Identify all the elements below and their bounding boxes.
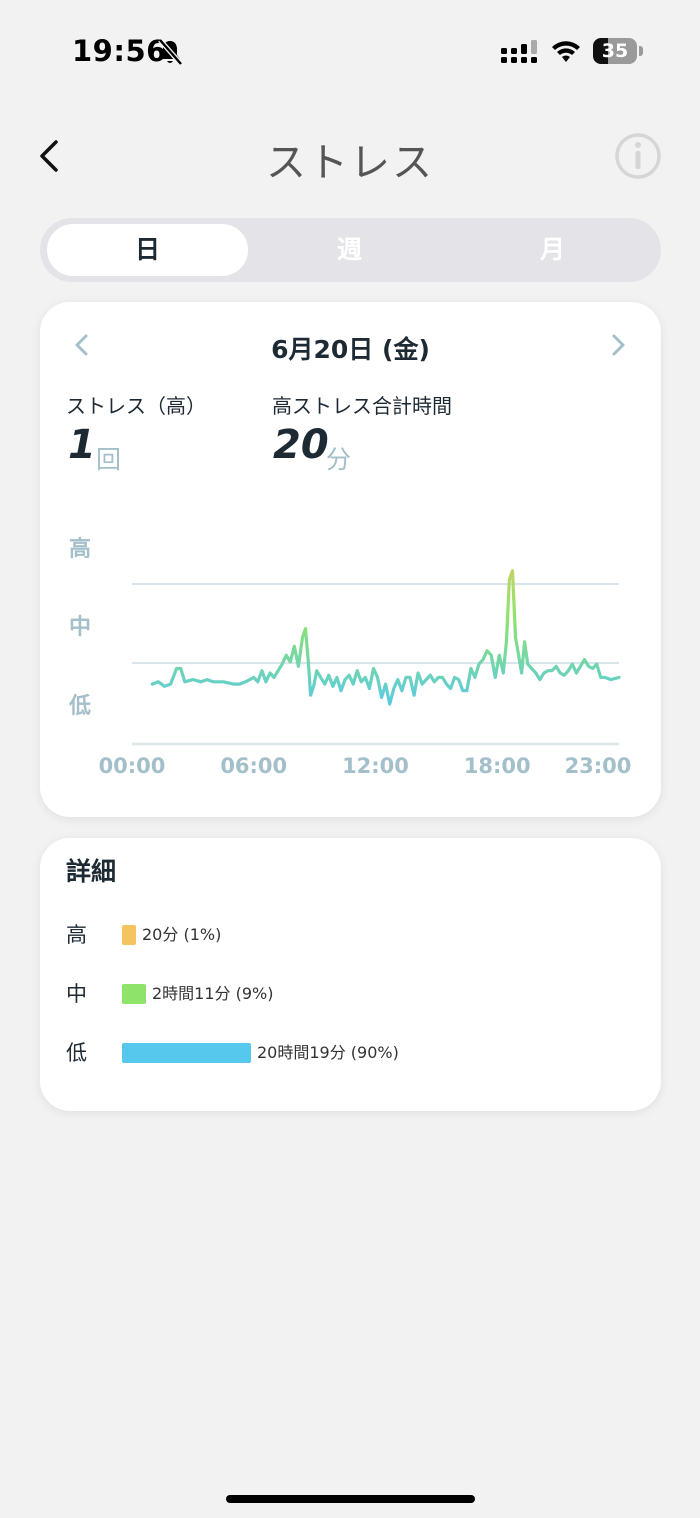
period-segmented-control: 日 週 月 — [40, 218, 661, 282]
stress-series-line — [150, 569, 621, 706]
next-day-icon[interactable] — [608, 332, 628, 358]
x-tick-label: 18:00 — [464, 754, 531, 778]
battery-icon: 35 — [593, 38, 637, 64]
detail-row: 高 20分 (1%) — [40, 920, 661, 950]
tab-day[interactable]: 日 — [47, 224, 248, 276]
page-title: ストレス — [266, 140, 434, 186]
wifi-icon — [552, 41, 580, 62]
high-stress-count-value: 1 — [68, 422, 96, 468]
detail-level-label: 低 — [66, 1041, 87, 1065]
high-stress-time-value: 20 — [273, 422, 329, 468]
tab-month[interactable]: 月 — [539, 235, 565, 264]
back-chevron-icon[interactable] — [34, 136, 68, 176]
home-indicator[interactable] — [226, 1495, 475, 1503]
daily-stress-card: 6月20日 (金) ストレス（高） 1 回 高ストレス合計時間 20 分 高中低… — [40, 302, 661, 817]
y-level-label: 低 — [68, 694, 91, 719]
detail-duration-text: 2時間11分 (9%) — [152, 984, 274, 1003]
previous-day-icon[interactable] — [72, 332, 92, 358]
status-time: 19:56 — [72, 34, 167, 68]
info-icon[interactable] — [614, 132, 662, 180]
status-bar: 19:56 35 — [0, 0, 700, 100]
signal-icon — [501, 40, 537, 63]
date-title: 6月20日 (金) — [271, 335, 430, 364]
detail-duration-text: 20分 (1%) — [142, 925, 222, 944]
detail-duration-text: 20時間19分 (90%) — [257, 1043, 399, 1062]
x-tick-label: 06:00 — [220, 754, 287, 778]
high-stress-time-unit: 分 — [326, 445, 352, 474]
battery-level — [593, 38, 609, 64]
battery-tip — [639, 46, 643, 56]
high-stress-count-label: ストレス（高） — [66, 394, 206, 418]
detail-level-label: 中 — [66, 982, 87, 1006]
detail-level-bar — [122, 1043, 251, 1063]
detail-level-label: 高 — [66, 923, 87, 947]
details-title: 詳細 — [66, 857, 117, 886]
bell-muted-icon — [158, 38, 183, 66]
battery-percent: 35 — [601, 40, 629, 62]
x-tick-label: 00:00 — [99, 754, 166, 778]
detail-level-bar — [122, 984, 146, 1004]
x-tick-label: 12:00 — [342, 754, 409, 778]
detail-row: 低 20時間19分 (90%) — [40, 1038, 661, 1068]
y-level-label: 高 — [69, 536, 91, 562]
y-level-label: 中 — [69, 615, 91, 640]
high-stress-time-label: 高ストレス合計時間 — [272, 394, 452, 418]
x-tick-label: 23:00 — [565, 754, 632, 778]
high-stress-count-unit: 回 — [96, 445, 122, 474]
stress-line-chart: 高中低 00:00 06:00 12:00 18:00 23:00 — [68, 536, 632, 778]
detail-level-bar — [122, 925, 136, 945]
details-card: 詳細 高 20分 (1%) 中 2時間11分 (9%) 低 20時間19分 (90%) — [40, 838, 661, 1111]
detail-row: 中 2時間11分 (9%) — [40, 979, 661, 1009]
tab-week[interactable]: 週 — [336, 235, 362, 264]
